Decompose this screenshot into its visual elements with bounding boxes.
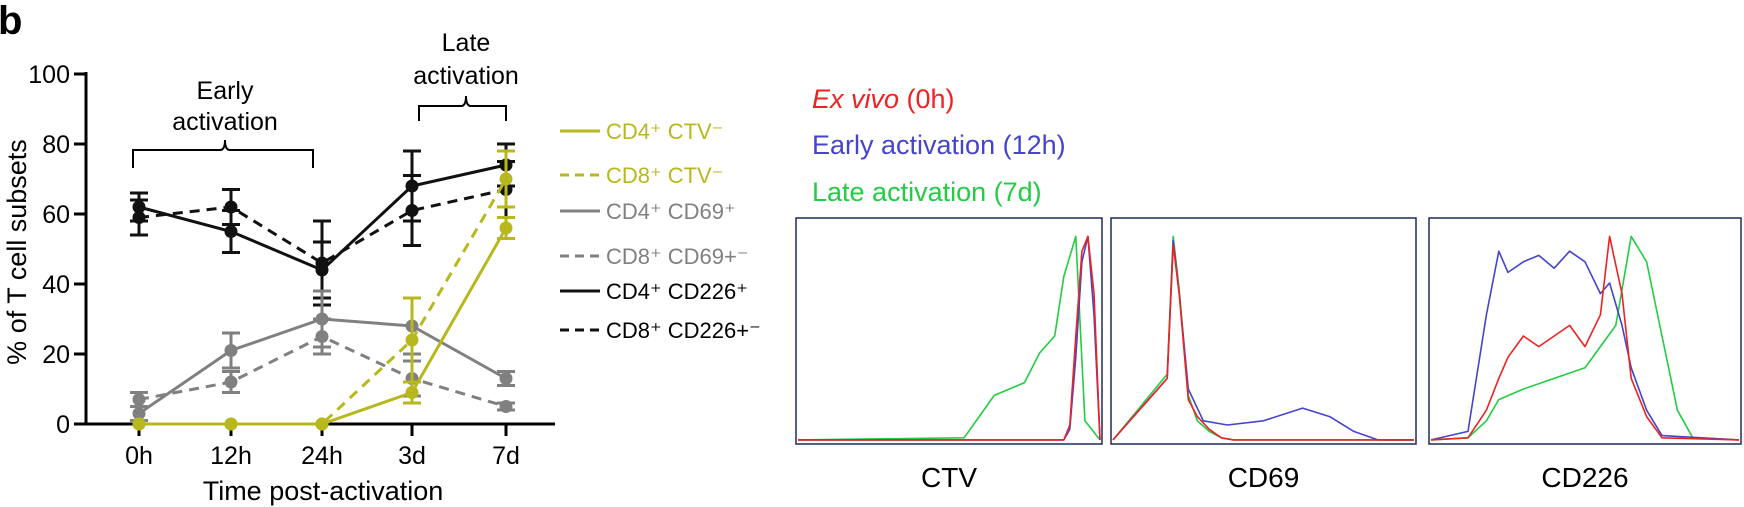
series-4 [130, 142, 515, 300]
histogram-panels: CTV CD69 CD226 [795, 217, 1742, 493]
legend-ex-vivo-suffix: (0h) [899, 84, 955, 114]
early-activation-annotation: Early activation [132, 77, 314, 168]
histogram-curve [1430, 250, 1740, 441]
data-point [132, 393, 146, 406]
histogram-curve [798, 235, 1101, 441]
data-point [499, 372, 513, 385]
histogram-legend: Ex vivo (0h) Early activation (12h) Late… [812, 84, 1066, 207]
y-tick-label: 20 [42, 341, 70, 369]
data-point [499, 400, 513, 413]
histogram-xlabel: CD226 [1541, 462, 1628, 493]
data-point [224, 225, 238, 238]
histogram-frame [1428, 217, 1742, 445]
histogram-curve [797, 235, 1101, 441]
data-point [499, 221, 513, 235]
early-annotation-line2: activation [172, 108, 278, 136]
histogram-curve [1430, 235, 1740, 441]
legend-item-cd4-cd69: CD4⁺ CD69⁺ [560, 199, 736, 224]
data-point [132, 417, 146, 431]
histogram-panel-cd69: CD69 [1110, 217, 1417, 493]
y-tick-label: 100 [28, 61, 70, 89]
histogram-frame [795, 217, 1103, 445]
legend-label: CD4⁺ CD226⁺ [606, 279, 748, 304]
histogram-curve [1112, 239, 1414, 441]
data-point [132, 200, 146, 214]
legend-label: CD4⁺ CD69⁺ [606, 199, 736, 224]
legend-ex-vivo-italic: Ex vivo [812, 84, 899, 114]
legend-item-cd4-cd226: CD4⁺ CD226⁺ [560, 279, 748, 304]
histogram-curve [1430, 235, 1740, 441]
legend-item-cd4-ctv: CD4⁺ CTV⁻ [560, 119, 723, 144]
legend-label: CD8⁺ CD69+⁻ [606, 244, 748, 269]
x-tick-label: 7d [492, 442, 520, 470]
late-activation-annotation: Late activation [413, 29, 519, 121]
x-tick-label: 12h [210, 442, 252, 470]
x-tick-label: 24h [301, 442, 343, 470]
data-point [224, 344, 238, 357]
y-axis-title: % of T cell subsets [2, 139, 32, 365]
early-activation-bracket [132, 139, 314, 168]
legend-ex-vivo: Ex vivo (0h) [812, 84, 955, 114]
data-point [315, 263, 329, 277]
data-point [224, 375, 238, 389]
histogram-xlabel: CTV [921, 462, 977, 493]
histogram-panel-cd226: CD226 [1428, 217, 1742, 493]
histogram-xlabel: CD69 [1228, 462, 1300, 493]
series-layer [130, 142, 515, 431]
data-point [405, 386, 419, 399]
x-axis-title: Time post-activation [203, 476, 444, 506]
data-point [315, 417, 329, 431]
y-tick-label: 0 [56, 411, 70, 439]
x-axis: 0h 12h 24h 3d 7d [86, 422, 555, 470]
line-chart-legend: CD4⁺ CTV⁻ CD8⁺ CTV⁻ CD4⁺ CD69⁺ CD8⁺ CD69… [560, 119, 761, 343]
legend-item-cd8-ctv: CD8⁺ CTV⁻ [560, 163, 723, 188]
legend-item-cd8-cd226: CD8⁺ CD226+⁻ [560, 318, 761, 343]
late-activation-bracket [418, 95, 507, 121]
y-tick-label: 80 [42, 131, 70, 159]
data-point [315, 312, 329, 326]
legend-early-activation: Early activation (12h) [812, 130, 1066, 160]
panel-label: b [0, 0, 22, 43]
legend-label: CD8⁺ CD226+⁻ [606, 318, 761, 343]
legend-item-cd8-cd69: CD8⁺ CD69+⁻ [560, 244, 748, 269]
early-annotation-line1: Early [197, 77, 254, 105]
series-0 [132, 216, 515, 431]
x-tick-label: 3d [398, 442, 426, 470]
data-point [405, 179, 419, 193]
data-point [405, 333, 419, 347]
legend-label: CD4⁺ CTV⁻ [606, 119, 723, 144]
late-annotation-line2: activation [413, 62, 519, 90]
histogram-curve [1112, 244, 1414, 441]
x-tick-label: 0h [125, 442, 153, 470]
legend-late-activation: Late activation (7d) [812, 177, 1042, 207]
y-axis: 0 20 40 60 80 100 [28, 61, 88, 439]
legend-label: CD8⁺ CTV⁻ [606, 163, 723, 188]
data-point [499, 172, 513, 186]
histogram-panel-ctv: CTV [795, 217, 1103, 493]
histogram-frame [1110, 217, 1417, 445]
y-tick-label: 40 [42, 271, 70, 299]
late-annotation-line1: Late [442, 29, 491, 57]
data-point [132, 407, 146, 420]
line-chart: 0 20 40 60 80 100 0h 12h 24h 3d 7d % of T cell su… [2, 29, 555, 506]
data-point [224, 417, 238, 431]
y-tick-label: 60 [42, 201, 70, 229]
